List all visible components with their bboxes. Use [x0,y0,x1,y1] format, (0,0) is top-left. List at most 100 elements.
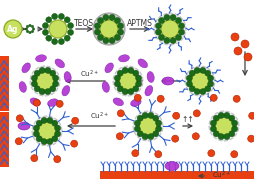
Circle shape [41,139,47,145]
Circle shape [118,29,124,35]
Circle shape [118,23,124,29]
Circle shape [53,81,59,87]
Circle shape [176,18,182,23]
Circle shape [231,33,239,41]
Circle shape [128,89,134,95]
Circle shape [36,136,42,142]
Circle shape [208,81,214,87]
Circle shape [134,94,141,101]
Text: TEOS: TEOS [74,19,94,29]
Circle shape [45,89,51,95]
Ellipse shape [165,161,179,170]
Circle shape [179,29,185,35]
Circle shape [186,75,192,81]
Circle shape [114,81,120,87]
Circle shape [31,25,34,28]
Circle shape [213,115,219,121]
Circle shape [94,29,100,35]
Circle shape [42,29,49,35]
Circle shape [55,125,61,131]
Circle shape [157,95,164,102]
Circle shape [52,136,58,142]
Circle shape [132,150,139,157]
Circle shape [32,116,62,146]
Circle shape [158,18,165,23]
Circle shape [31,30,34,33]
Ellipse shape [105,63,114,73]
Text: Cu$^{2+}$: Cu$^{2+}$ [90,110,109,122]
Circle shape [209,111,239,141]
Circle shape [193,110,200,117]
Circle shape [103,14,109,20]
Circle shape [139,117,157,135]
Circle shape [185,66,215,96]
Ellipse shape [36,55,46,62]
Circle shape [16,115,23,122]
Circle shape [32,28,35,30]
Circle shape [241,40,249,48]
Text: APTMS: APTMS [127,19,153,29]
Circle shape [36,120,42,126]
Circle shape [119,72,137,90]
Circle shape [45,67,51,73]
Circle shape [232,126,238,132]
Circle shape [205,86,211,92]
Circle shape [234,47,242,55]
Circle shape [244,53,252,61]
Circle shape [31,75,37,81]
Circle shape [142,112,148,118]
Circle shape [172,135,179,142]
Circle shape [31,155,38,162]
Circle shape [231,151,238,158]
Ellipse shape [30,98,40,106]
Circle shape [208,150,215,157]
Circle shape [31,81,37,87]
Circle shape [224,134,230,140]
Circle shape [100,20,118,38]
Circle shape [210,94,217,101]
Circle shape [148,134,154,140]
Ellipse shape [64,72,71,82]
Circle shape [155,151,162,158]
Ellipse shape [19,82,26,92]
Circle shape [52,120,58,126]
Circle shape [36,72,54,90]
Circle shape [189,86,195,92]
Circle shape [232,120,238,126]
Circle shape [30,66,60,96]
Ellipse shape [62,85,70,96]
Bar [0,112,9,167]
Circle shape [133,86,139,92]
Circle shape [200,67,206,73]
Circle shape [248,135,254,142]
Circle shape [173,112,180,119]
Circle shape [117,110,124,117]
Ellipse shape [131,99,141,106]
Circle shape [46,17,52,23]
Circle shape [218,112,224,118]
Circle shape [115,34,120,40]
Circle shape [122,67,128,73]
Circle shape [58,39,64,45]
Circle shape [47,117,53,123]
Circle shape [33,125,39,131]
Circle shape [55,131,61,137]
Circle shape [34,70,40,76]
Ellipse shape [55,59,65,68]
Circle shape [155,23,161,29]
Circle shape [113,66,143,96]
Circle shape [94,23,100,29]
Circle shape [128,67,134,73]
Text: Cu$^{2+}$: Cu$^{2+}$ [212,169,232,181]
Circle shape [4,20,22,38]
Circle shape [49,20,67,38]
Ellipse shape [102,82,109,92]
Circle shape [58,13,64,19]
Circle shape [39,67,45,73]
Circle shape [47,139,53,145]
Circle shape [189,70,195,76]
Circle shape [210,120,216,126]
Circle shape [29,31,31,34]
Circle shape [26,25,29,28]
Circle shape [52,39,58,45]
